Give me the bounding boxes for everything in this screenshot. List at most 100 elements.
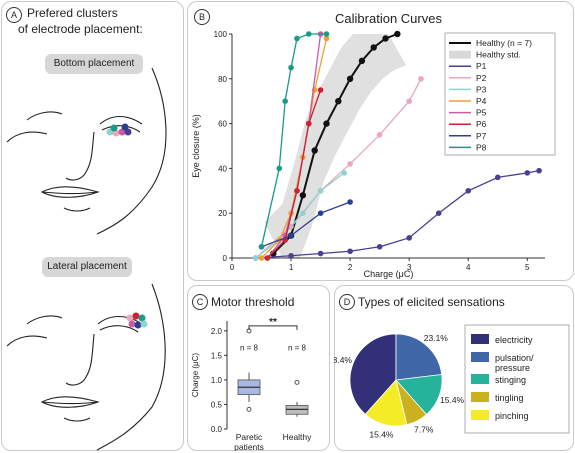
- data-point: [536, 167, 542, 174]
- significance-bracket: [248, 325, 298, 330]
- data-point: [317, 210, 324, 216]
- data-point: [323, 31, 330, 37]
- legend-label: Healthy (n = 7): [476, 38, 532, 48]
- legend-label: P2: [476, 73, 487, 83]
- data-point: [317, 250, 324, 257]
- chart-c-ytick-label: 0.5: [211, 400, 223, 409]
- n-label: n = 8: [288, 343, 307, 352]
- face-lateral-placement: [6, 283, 166, 451]
- legend-label: P1: [476, 61, 487, 71]
- chart-b-xtick-label: 2: [348, 263, 353, 272]
- chart-b-ytick-label: 60: [218, 120, 227, 129]
- chart-d-title: Types of elicited sensations: [358, 295, 505, 309]
- panel-a-title-line2: of electrode placement:: [18, 22, 143, 36]
- chart-b-ytick-label: 20: [218, 209, 227, 218]
- chart-c-ytick-label: 1.0: [211, 376, 223, 385]
- data-point: [382, 35, 389, 42]
- panel-c: C: [187, 285, 330, 451]
- chart-b-xtick-label: 0: [230, 263, 235, 272]
- legend-label: pinching: [495, 411, 529, 421]
- panel-c-badge: C: [192, 294, 208, 310]
- data-point: [358, 57, 366, 65]
- pie-slice-pulsation: [395, 333, 443, 381]
- chart-b-ylabel: Eye closure (%): [191, 114, 201, 178]
- data-point: [376, 132, 383, 138]
- series-line-p4: [261, 38, 328, 259]
- data-point: [299, 192, 307, 199]
- legend-label: pulsation/: [495, 353, 534, 363]
- series-line-p7: [261, 201, 351, 248]
- data-point: [288, 252, 294, 259]
- data-point: [347, 199, 353, 205]
- data-point: [288, 64, 294, 71]
- data-point: [347, 161, 353, 167]
- pie-value-label: 7.7%: [414, 425, 434, 435]
- face-bottom-placement: [6, 67, 167, 235]
- bottom-placement-label: Bottom placement: [45, 54, 143, 74]
- data-point: [524, 170, 531, 176]
- panel-b-badge: B: [194, 9, 210, 25]
- data-point: [294, 188, 300, 194]
- n-label: n = 8: [240, 343, 259, 352]
- legend-label: Healthy std.: [476, 50, 521, 60]
- data-point: [335, 98, 342, 105]
- data-point: [347, 248, 353, 255]
- legend-label: tingling: [495, 393, 524, 403]
- data-point: [282, 98, 288, 104]
- data-point: [317, 188, 324, 194]
- pie-value-label: 38.4%: [334, 355, 352, 365]
- chart-b-ytick-label: 80: [218, 75, 227, 84]
- legend-label: pressure: [495, 363, 530, 373]
- data-point: [346, 75, 354, 83]
- data-point: [435, 210, 442, 216]
- chart-b-ytick-label: 100: [214, 30, 228, 39]
- data-point: [258, 255, 265, 261]
- pie-slice-electricity: [349, 333, 397, 415]
- lateral-placement-label: Lateral placement: [42, 257, 132, 277]
- legend-label: P4: [476, 96, 487, 106]
- data-point: [465, 188, 472, 194]
- chart-b-xtick-label: 5: [525, 263, 530, 272]
- data-point: [258, 244, 265, 250]
- data-point: [305, 31, 312, 37]
- pie-value-label: 23.1%: [424, 333, 449, 343]
- data-point: [305, 120, 312, 127]
- sensations-pie-chart: Types of elicited sensations 38.4% 23.1% 15…: [334, 295, 570, 439]
- chart-c-ytick-label: 2.0: [211, 327, 223, 336]
- chart-b-xlabel: Charge (μC): [364, 269, 414, 279]
- legend-label: P8: [476, 142, 487, 152]
- pie-value-label: 15.4%: [369, 429, 394, 439]
- legend-swatch: [471, 410, 489, 420]
- panel-a-title-line1: Prefered clusters: [27, 6, 118, 20]
- data-point: [370, 44, 377, 51]
- category-label: Healthy: [283, 432, 313, 442]
- data-point: [288, 232, 294, 239]
- data-point: [376, 244, 383, 250]
- data-point: [323, 120, 330, 127]
- calibration-chart: Calibration Curves Charge (μC) Eye closure…: [191, 11, 556, 279]
- data-point: [276, 165, 283, 172]
- data-point: [406, 98, 412, 104]
- legend-label: P7: [476, 131, 487, 141]
- box-outlier: [294, 379, 300, 385]
- chart-b-title: Calibration Curves: [335, 11, 442, 26]
- data-point: [264, 255, 271, 261]
- legend-swatch: [471, 392, 489, 402]
- legend-swatch: [471, 374, 489, 384]
- electrodes-lateral: [126, 312, 148, 329]
- significance-marker: **: [269, 317, 277, 328]
- data-point: [323, 35, 330, 42]
- chart-c-ylabel: Charge (μC): [191, 353, 200, 398]
- chart-b-xtick-label: 1: [289, 263, 294, 272]
- panel-d-badge: D: [339, 294, 355, 310]
- panel-a-badge: A: [6, 7, 22, 23]
- panel-a: A Prefered clusters of electrode placeme…: [1, 1, 184, 451]
- chart-b-ytick-label: 0: [223, 254, 228, 263]
- data-point: [300, 210, 306, 216]
- chart-c-title: Motor threshold: [211, 295, 294, 309]
- chart-b-ytick-label: 40: [218, 164, 227, 173]
- box-outlier: [246, 406, 252, 412]
- data-point: [341, 170, 348, 176]
- legend-label: P6: [476, 119, 487, 129]
- data-point: [294, 35, 300, 42]
